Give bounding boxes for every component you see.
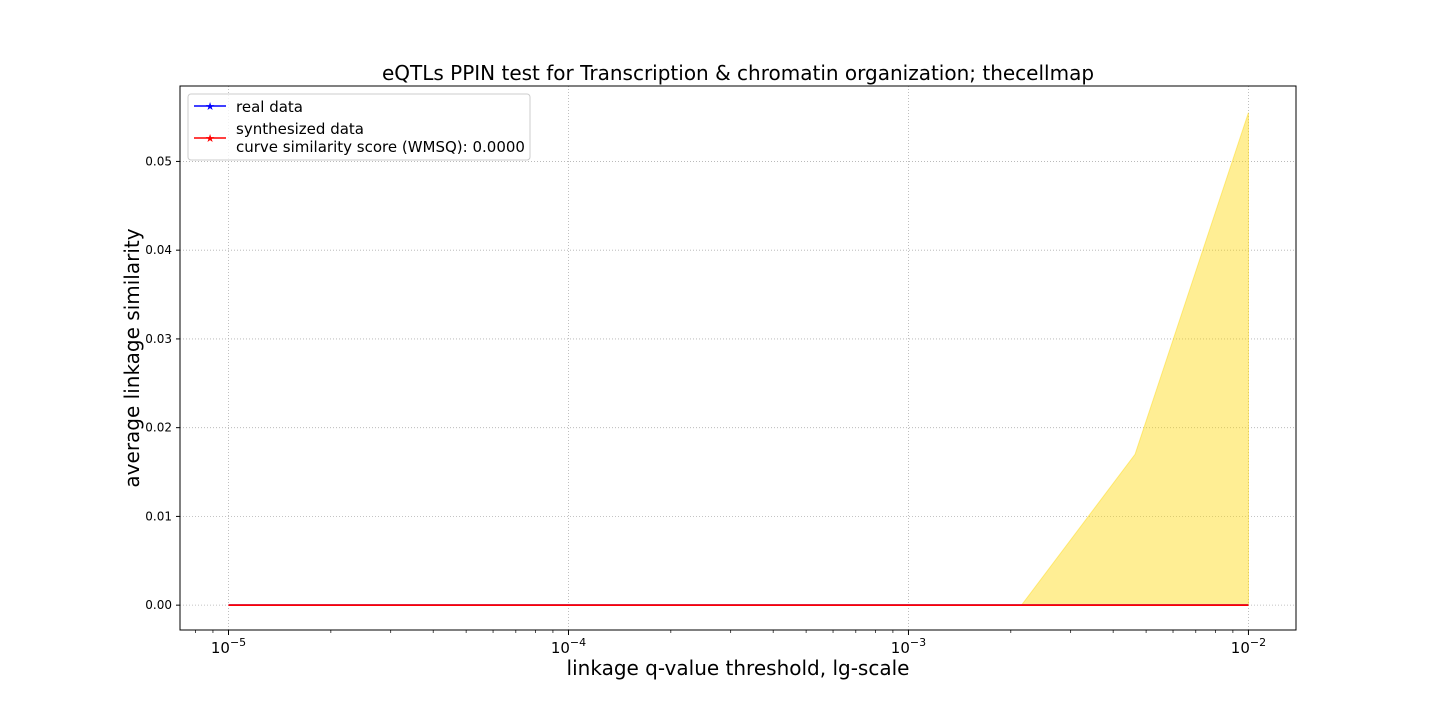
y-tick-label: 0.02 [145, 421, 172, 435]
y-tick-label: 0.04 [145, 243, 172, 257]
y-tick-label: 0.01 [145, 509, 172, 523]
x-axis: 10−5 10−4 10−3 10−2 [195, 630, 1266, 657]
y-tick-label: 0.00 [145, 598, 172, 612]
grid-layer [180, 86, 1296, 630]
x-tick-label: 10−5 [211, 636, 246, 657]
legend-label-synth: synthesized data [236, 120, 364, 138]
x-tick-label: 10−4 [551, 636, 586, 657]
x-tick-label: 10−3 [891, 636, 926, 657]
x-tick-label: 10−2 [1231, 636, 1266, 657]
legend: ★ real data ★ synthesized data curve sim… [187, 93, 531, 161]
legend-score-text: curve similarity score (WMSQ): 0.0000 [236, 138, 525, 156]
plot-frame [179, 85, 1297, 631]
legend-marker-real: ★ [205, 100, 215, 113]
y-axis: 0.00 0.01 0.02 0.03 0.04 0.05 [145, 154, 180, 612]
y-tick-label: 0.05 [145, 154, 172, 168]
legend-box [187, 93, 531, 161]
y-axis-label: average linkage similarity [120, 228, 144, 487]
band-layer [228, 112, 1249, 606]
band-fill [228, 112, 1249, 606]
y-tick-label: 0.03 [145, 332, 172, 346]
chart-title: eQTLs PPIN test for Transcription & chro… [382, 61, 1094, 85]
legend-label-real: real data [236, 98, 303, 116]
x-axis-label: linkage q-value threshold, lg-scale [567, 656, 910, 680]
legend-marker-synth: ★ [205, 132, 215, 145]
